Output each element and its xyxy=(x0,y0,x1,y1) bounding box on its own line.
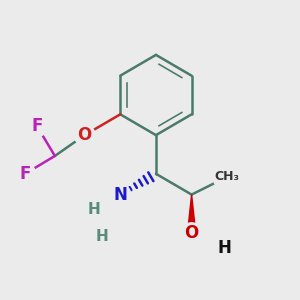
Circle shape xyxy=(213,163,242,191)
Circle shape xyxy=(92,223,113,244)
Text: CH₃: CH₃ xyxy=(215,170,240,183)
Circle shape xyxy=(214,238,235,259)
Text: H: H xyxy=(218,239,231,257)
Text: F: F xyxy=(32,117,43,135)
Text: F: F xyxy=(20,165,31,183)
Text: N: N xyxy=(113,186,127,204)
Circle shape xyxy=(110,184,131,205)
Text: H: H xyxy=(87,202,100,217)
Circle shape xyxy=(15,164,36,184)
Circle shape xyxy=(27,116,47,136)
Polygon shape xyxy=(188,195,196,233)
Circle shape xyxy=(74,125,95,146)
Text: H: H xyxy=(96,229,109,244)
Text: O: O xyxy=(77,126,92,144)
Circle shape xyxy=(83,202,104,223)
Text: O: O xyxy=(184,224,199,242)
Circle shape xyxy=(181,223,202,244)
Circle shape xyxy=(217,166,238,187)
